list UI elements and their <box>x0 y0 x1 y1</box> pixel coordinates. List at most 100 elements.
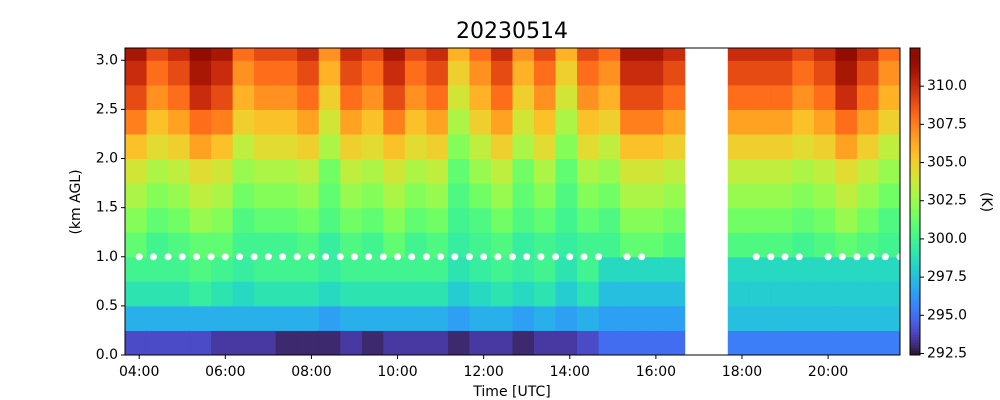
heatmap-cell <box>835 109 858 135</box>
heatmap-cell <box>663 330 686 356</box>
heatmap-cell <box>254 183 277 209</box>
colorbar-segment <box>910 104 920 108</box>
heatmap-cell <box>361 256 384 282</box>
heatmap-cell <box>813 207 836 233</box>
heatmap-cell <box>856 84 879 110</box>
heatmap-cell <box>318 60 341 86</box>
heatmap-cell <box>469 281 492 307</box>
marker-point <box>580 253 588 261</box>
heatmap-cell <box>404 256 427 282</box>
heatmap-cell <box>749 305 772 331</box>
heatmap-cell <box>297 330 320 356</box>
heatmap-cell <box>211 330 234 356</box>
heatmap-cell <box>426 60 449 86</box>
heatmap-cell <box>340 330 363 356</box>
colorbar-segment <box>910 114 920 118</box>
heatmap-cell <box>878 158 901 184</box>
heatmap-cell <box>447 305 470 331</box>
heatmap-cell <box>641 48 664 61</box>
colorbar-segment <box>910 142 920 146</box>
heatmap-cell <box>598 305 621 331</box>
heatmap-cell <box>404 305 427 331</box>
colorbar-segment <box>910 316 920 320</box>
heatmap-cell <box>770 305 793 331</box>
heatmap-cell <box>813 158 836 184</box>
heatmap-cell <box>275 183 298 209</box>
heatmap-cell <box>125 133 148 160</box>
colorbar-segment <box>910 58 920 62</box>
heatmap-cell <box>340 207 363 233</box>
heatmap-cell <box>598 48 621 61</box>
heatmap-cell <box>426 232 449 258</box>
colorbar-segment <box>910 237 920 241</box>
heatmap-cell <box>727 256 750 282</box>
heatmap-cell <box>383 84 406 110</box>
colorbar-segment <box>910 301 920 305</box>
colorbar-segment <box>910 99 920 103</box>
heatmap-cell <box>254 133 277 160</box>
heatmap-cell <box>577 60 600 86</box>
heatmap-cell <box>770 183 793 209</box>
heatmap-cell <box>856 207 879 233</box>
colorbar-segment <box>910 257 920 261</box>
marker-point <box>881 253 889 261</box>
colorbar-segment <box>910 347 920 351</box>
heatmap-cell <box>878 281 901 307</box>
heatmap-cell <box>598 109 621 135</box>
heatmap-cell <box>792 133 815 160</box>
colorbar-segment <box>910 181 920 185</box>
heatmap-cell <box>318 158 341 184</box>
heatmap-cell <box>663 158 686 184</box>
colorbar-segment <box>910 291 920 295</box>
heatmap-cell <box>211 48 234 61</box>
marker-point <box>638 253 646 261</box>
heatmap-cell <box>383 60 406 86</box>
heatmap-cell <box>340 158 363 184</box>
heatmap-cell <box>318 207 341 233</box>
heatmap-cell <box>275 48 298 61</box>
heatmap-cell <box>254 207 277 233</box>
heatmap-cell <box>232 207 255 233</box>
heatmap-cell <box>835 330 858 356</box>
heatmap-cell <box>426 183 449 209</box>
heatmap-cell <box>254 109 277 135</box>
heatmap-cell <box>361 158 384 184</box>
colorbar-segment <box>910 337 920 341</box>
heatmap-cell <box>383 330 406 356</box>
heatmap-cell <box>146 256 169 282</box>
heatmap-cell <box>663 48 686 61</box>
heatmap-cell <box>770 232 793 258</box>
heatmap-cell <box>318 84 341 110</box>
marker-point <box>221 253 229 261</box>
colorbar-segment <box>910 206 920 210</box>
colorbar-segment <box>910 214 920 218</box>
heatmap-cell <box>749 133 772 160</box>
heatmap-cell <box>125 48 148 61</box>
heatmap-cell <box>641 133 664 160</box>
heatmap-cell <box>447 232 470 258</box>
x-tick-label: 18:00 <box>722 364 762 380</box>
heatmap-cell <box>856 133 879 160</box>
heatmap-cell <box>275 207 298 233</box>
colorbar-segment <box>910 117 920 121</box>
heatmap-cell <box>318 183 341 209</box>
heatmap-cell <box>297 232 320 258</box>
colorbar-segment <box>910 255 920 259</box>
heatmap-cell <box>878 109 901 135</box>
marker-point <box>394 253 402 261</box>
heatmap-cell <box>770 84 793 110</box>
heatmap-cell <box>534 207 557 233</box>
colorbar-segment <box>910 344 920 348</box>
heatmap-cell <box>469 48 492 61</box>
x-tick-label: 04:00 <box>119 364 159 380</box>
heatmap-cell <box>426 207 449 233</box>
heatmap-cell <box>620 256 643 282</box>
heatmap-cell <box>663 256 686 282</box>
marker-point <box>867 253 875 261</box>
heatmap-cell <box>555 330 578 356</box>
heatmap-cell <box>146 60 169 86</box>
heatmap-cell <box>211 60 234 86</box>
heatmap-cell <box>340 305 363 331</box>
heatmap-cell <box>577 48 600 61</box>
heatmap-cell <box>146 109 169 135</box>
